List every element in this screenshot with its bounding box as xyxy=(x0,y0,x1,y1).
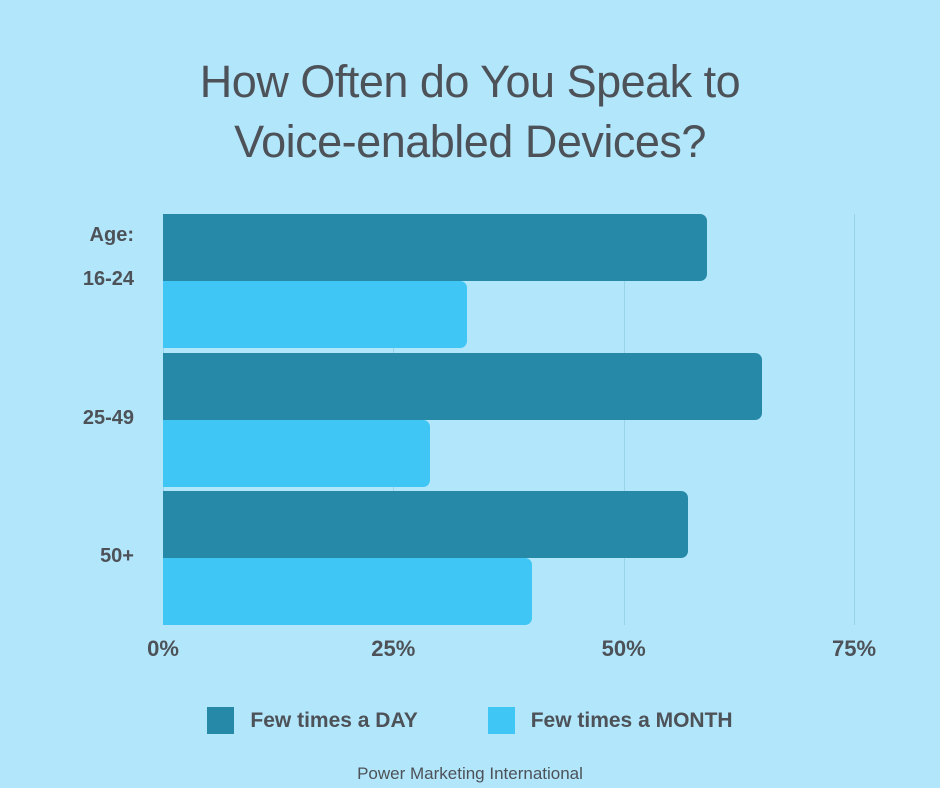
bars-layer xyxy=(163,214,854,625)
plot-area xyxy=(163,214,855,625)
bar[interactable] xyxy=(163,491,689,558)
bar[interactable] xyxy=(163,281,468,348)
x-axis-tick-label: 25% xyxy=(371,636,416,661)
y-axis-label: 25-49 xyxy=(82,406,134,429)
bar-group xyxy=(163,491,854,625)
footer-attribution: Power Marketing International xyxy=(357,764,583,783)
y-axis-label: 16-24 xyxy=(82,268,134,290)
gridline-75% xyxy=(854,214,855,625)
bar[interactable] xyxy=(163,214,707,281)
legend-item[interactable]: Few times a MONTH xyxy=(487,707,733,734)
legend-swatch-icon xyxy=(487,707,515,734)
chart-legend: Few times a DAY Few times a MONTH xyxy=(0,707,940,734)
legend-swatch-icon xyxy=(207,707,235,734)
x-axis: 0% 25% 50% 75% xyxy=(147,636,876,666)
x-axis-tick-label: 75% xyxy=(831,636,877,661)
x-axis-tick-label: 0% xyxy=(147,636,179,661)
legend-item[interactable]: Few times a DAY xyxy=(207,707,418,734)
chart-title: How Often do You Speak to Voice-enabled … xyxy=(199,56,741,167)
y-axis-label: 50+ xyxy=(100,545,134,567)
legend-label: Few times a MONTH xyxy=(530,708,733,732)
bar[interactable] xyxy=(163,558,532,625)
y-axis-title: Age: xyxy=(89,224,134,246)
y-axis: Age: 16-24 25-49 50+ xyxy=(0,214,152,625)
x-axis-tick-label: 50% xyxy=(601,636,646,661)
bar-group xyxy=(163,352,854,487)
bar-group xyxy=(163,214,854,348)
bar[interactable] xyxy=(163,419,431,487)
bar[interactable] xyxy=(163,352,762,420)
legend-label: Few times a DAY xyxy=(250,708,418,732)
